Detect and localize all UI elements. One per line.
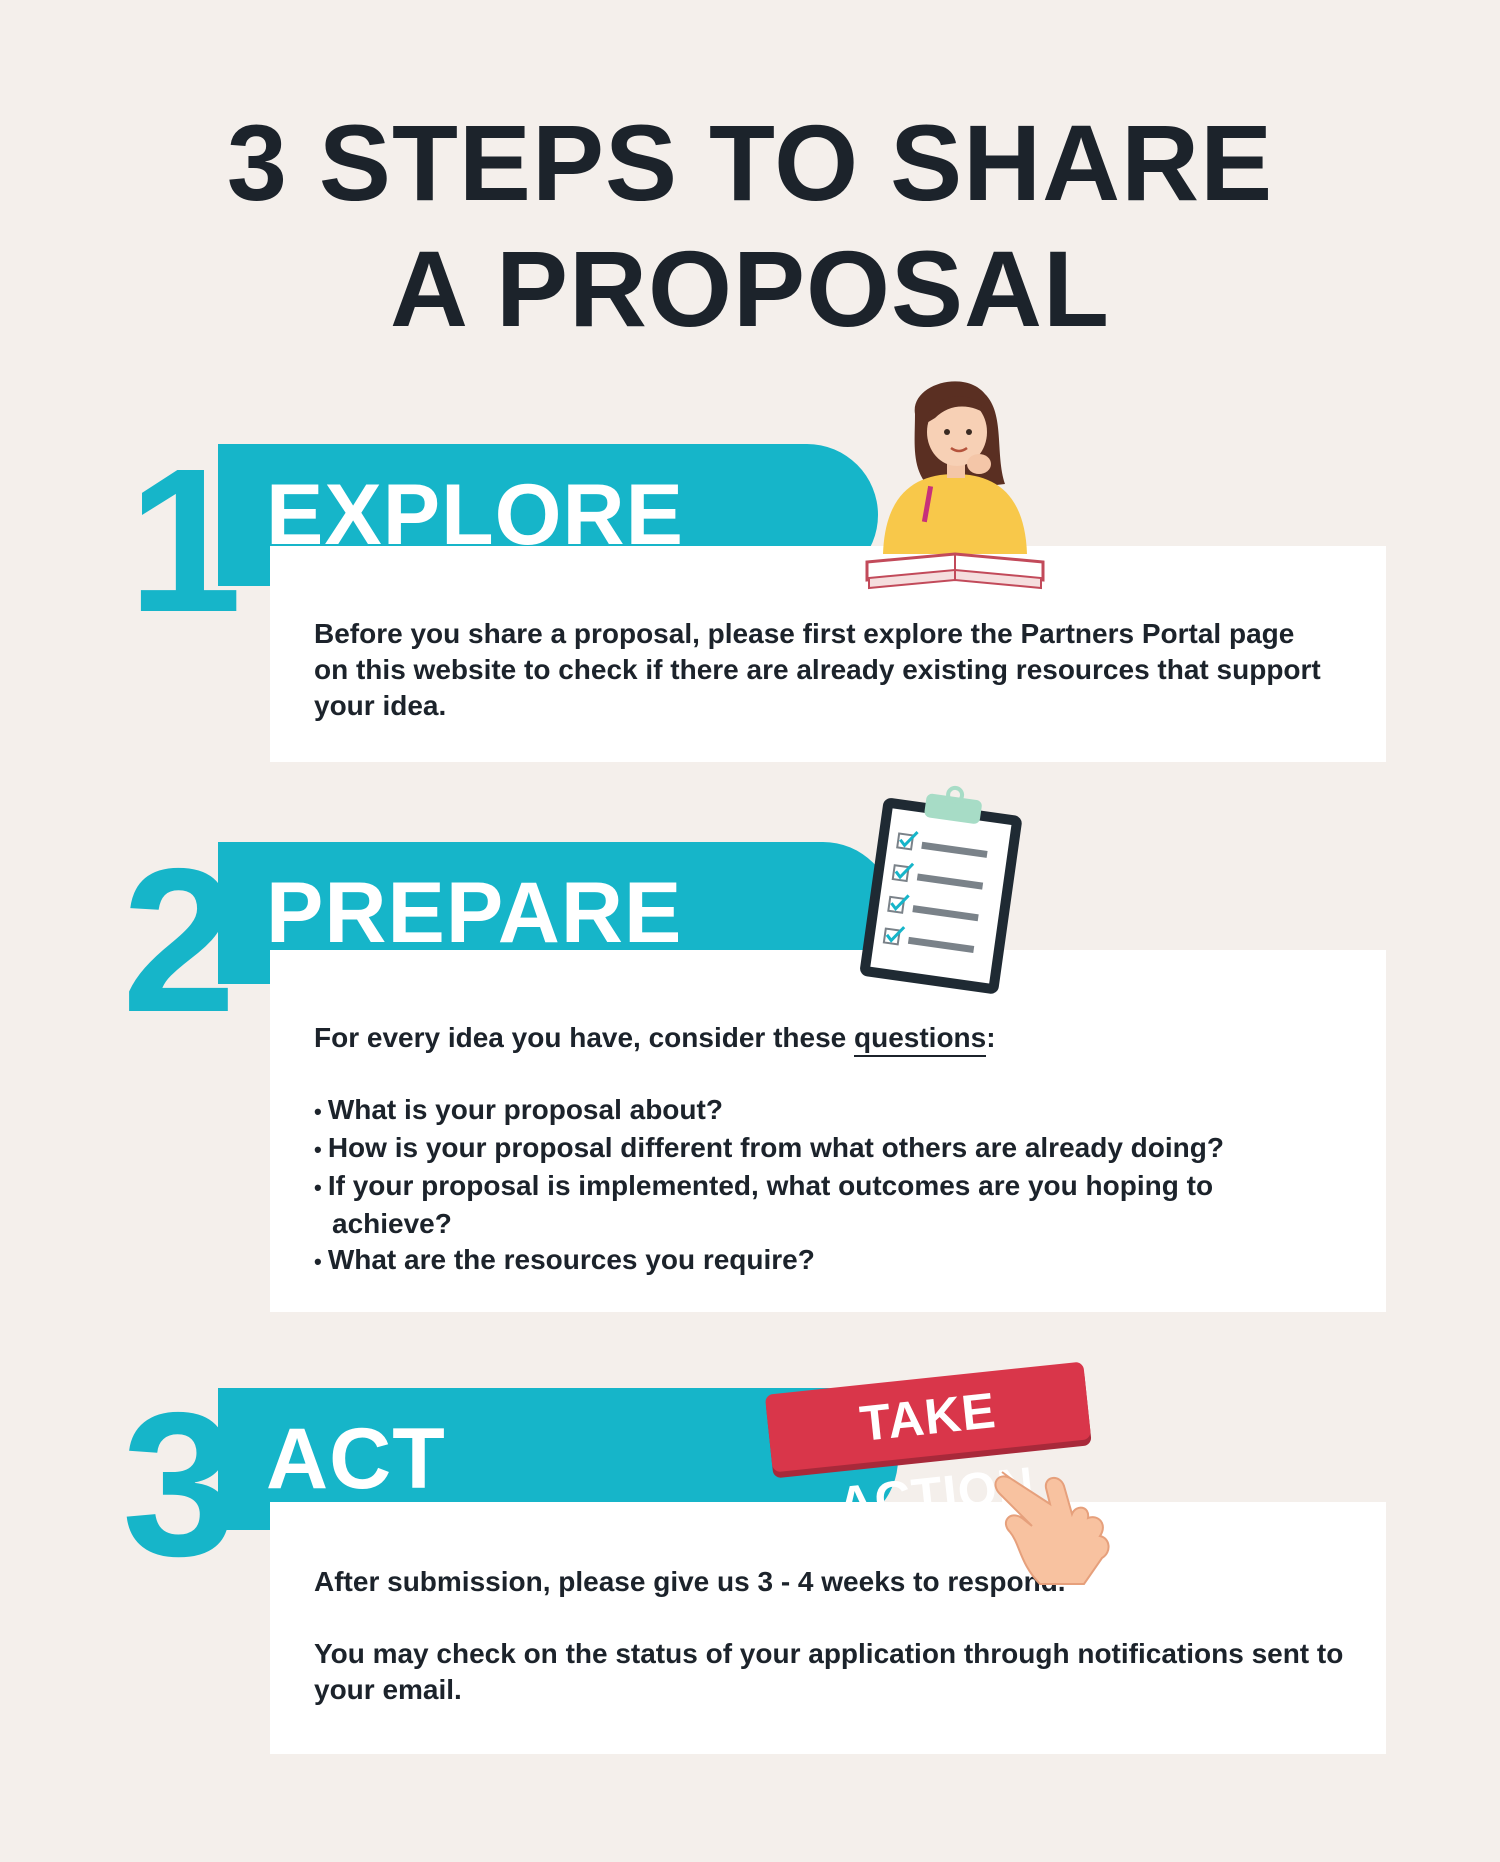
question-item: What are the resources you require? (314, 1242, 1354, 1280)
questions-intro-suffix: : (986, 1022, 996, 1053)
title-line-1: 3 STEPS TO SHARE (226, 102, 1274, 223)
step-card-prepare: For every idea you have, consider these … (270, 950, 1386, 1312)
girl-reading-icon (865, 381, 1045, 590)
title-line-2: A PROPOSAL (389, 228, 1111, 349)
questions-intro-prefix: For every idea you have, consider these (314, 1022, 854, 1053)
step-card-explore: Before you share a proposal, please firs… (270, 546, 1386, 762)
step-number-3: 3 (122, 1370, 236, 1599)
question-item: How is your proposal different from what… (314, 1130, 1354, 1168)
questions-link: questions (854, 1022, 987, 1057)
checklist-clipboard-icon (860, 785, 1022, 994)
step-title-prepare: PREPARE (266, 865, 683, 961)
questions-list: What is your proposal about? How is your… (314, 1092, 1354, 1280)
pointing-hand-icon (994, 1471, 1110, 1585)
questions-intro: For every idea you have, consider these … (314, 1020, 1354, 1057)
question-item: If your proposal is implemented, what ou… (314, 1168, 1292, 1242)
act-text-2: You may check on the status of your appl… (314, 1638, 1344, 1705)
step-number-2: 2 (122, 826, 236, 1055)
page-title: 3 STEPS TO SHARE A PROPOSAL (0, 100, 1500, 352)
question-item: What is your proposal about? (314, 1092, 1354, 1130)
step-text-explore: Before you share a proposal, please firs… (314, 618, 1321, 721)
step-card-act: After submission, please give us 3 - 4 w… (270, 1502, 1386, 1754)
step-title-act: ACT (266, 1411, 446, 1507)
act-text-1: After submission, please give us 3 - 4 w… (314, 1566, 1066, 1597)
